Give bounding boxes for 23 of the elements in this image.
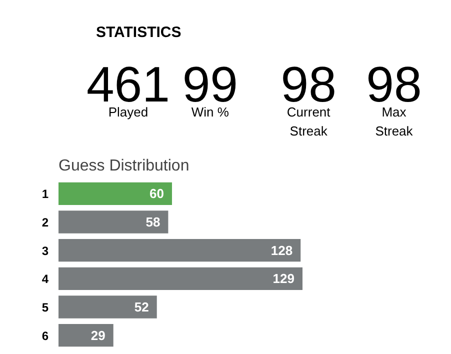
data-label: 58 bbox=[146, 214, 160, 230]
text: Max Streak bbox=[375, 104, 414, 138]
data-label: 129 bbox=[272, 271, 295, 286]
bar bbox=[58, 239, 301, 262]
data-label: 60 bbox=[150, 186, 164, 202]
bar bbox=[58, 267, 302, 290]
data-label: 29 bbox=[90, 328, 106, 343]
y-tick-label: 2 bbox=[42, 216, 49, 230]
data-label: 128 bbox=[270, 242, 293, 258]
text: Current Streak bbox=[286, 104, 331, 138]
y-tick-label: 6 bbox=[42, 328, 49, 343]
y-tick-label: 4 bbox=[42, 272, 49, 286]
text: STATISTICS bbox=[96, 24, 182, 41]
bar bbox=[58, 296, 157, 318]
text: Win % bbox=[191, 104, 230, 120]
data-label: 52 bbox=[134, 300, 149, 314]
bar bbox=[58, 182, 172, 205]
y-tick-label: 5 bbox=[42, 300, 49, 314]
y-tick-label: 1 bbox=[42, 187, 49, 202]
y-tick-label: 3 bbox=[42, 244, 49, 258]
chart-title: Guess Distribution bbox=[58, 158, 190, 174]
bar bbox=[58, 324, 114, 347]
bar bbox=[58, 210, 168, 234]
